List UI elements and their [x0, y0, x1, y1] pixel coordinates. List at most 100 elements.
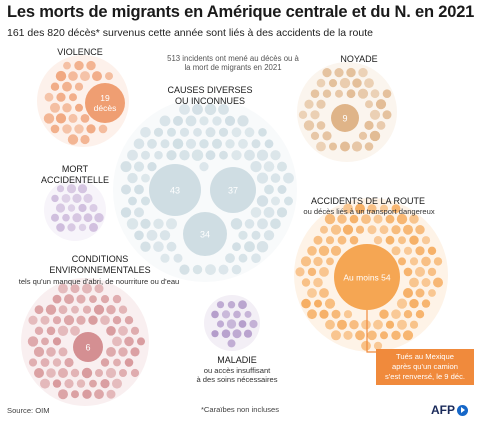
bubble-causes [250, 161, 262, 173]
bubble-noyade [329, 142, 337, 151]
bubble-causes [270, 150, 281, 161]
bubble-causes [166, 241, 177, 252]
bubble-noyade [346, 89, 356, 99]
bubble-mort-accidentelle [56, 185, 65, 193]
bubble-accidents-route [402, 330, 414, 341]
bubble-causes [263, 161, 275, 172]
bubble-accidents-route [396, 298, 408, 309]
bubble-causes [199, 162, 209, 172]
bubble-maladie [211, 310, 219, 319]
bubble-causes-highlight [149, 164, 201, 216]
bubble-causes [133, 138, 145, 150]
bubble-accidents-route [415, 246, 425, 256]
bubble-causes [134, 230, 144, 241]
bubble-causes [212, 116, 222, 126]
bubble-conditions [52, 337, 62, 346]
bubble-violence [98, 124, 108, 134]
bubble-causes [199, 116, 209, 126]
bubble-causes [218, 127, 229, 137]
bubble-mort-accidentelle [89, 222, 98, 232]
bubble-accidents-route [349, 214, 359, 224]
bubble-mort-accidentelle [72, 213, 82, 223]
bubble-accidents-route [361, 319, 371, 330]
incidents-note: 513 incidents ont mené au décès ou à la … [167, 54, 299, 72]
bubble-conditions [119, 369, 127, 377]
bubble-violence [55, 113, 67, 124]
bubble-causes [263, 207, 275, 218]
bubble-accidents-route [373, 341, 383, 350]
bubble-causes [232, 242, 241, 252]
bubble-conditions [82, 305, 92, 314]
bubble-noyade [351, 141, 363, 152]
bubble-maladie [227, 301, 236, 309]
bubble-causes-highlight [210, 167, 256, 213]
bubble-accidents-route [326, 257, 334, 266]
bubble-causes [199, 139, 209, 149]
bubble-conditions [40, 378, 50, 389]
bubble-conditions-highlight [73, 332, 103, 362]
bubble-accidents-route [313, 235, 323, 245]
bubble-accidents-route [428, 289, 436, 297]
bubble-causes [141, 196, 150, 206]
bubble-accidents-route [324, 213, 336, 225]
bubble-accidents-route [318, 245, 330, 256]
bubble-conditions [52, 379, 62, 388]
bubble-violence [92, 71, 102, 82]
value-label-causes: 34 [200, 230, 210, 240]
bubble-accidents-route [343, 310, 353, 319]
bubble-causes [231, 150, 242, 161]
callout-line3: s'est renversé, le 9 déc. [385, 372, 465, 381]
bubble-conditions [88, 315, 98, 325]
bubble-conditions [52, 294, 62, 304]
bubble-conditions [112, 294, 122, 304]
bubble-causes [237, 115, 249, 127]
bubble-conditions [34, 326, 44, 335]
bubble-conditions [137, 337, 145, 346]
bubble-noyade [339, 77, 351, 89]
bubble-violence [43, 113, 55, 124]
bubble-noyade [369, 130, 381, 142]
bubble-accidents-route [319, 309, 329, 319]
bubble-conditions [118, 347, 128, 357]
bubble-causes [154, 150, 163, 160]
value-label-causes: 43 [170, 186, 180, 196]
bubble-accidents-route [409, 320, 419, 329]
bubble-causes [225, 139, 235, 149]
bubble-conditions [52, 358, 62, 367]
bubble-conditions [100, 315, 110, 326]
cluster-causes [113, 98, 297, 282]
bubble-conditions [130, 326, 140, 335]
bubble-accidents-route [403, 288, 413, 298]
bubble-conditions [63, 315, 75, 326]
bubble-conditions [130, 347, 140, 357]
bubble-accidents-route [421, 299, 431, 308]
bubble-accidents-route [398, 257, 406, 266]
chart-subtitle: 161 des 820 décès* survenus cette année … [7, 27, 373, 39]
bubble-mort-accidentelle [77, 184, 88, 194]
bubble-causes [205, 127, 216, 138]
bubble-causes [230, 218, 243, 230]
bubble-causes [160, 139, 170, 149]
bubble-conditions [46, 347, 56, 357]
bubble-accidents-route [409, 257, 419, 266]
bubble-causes [140, 127, 151, 138]
bubble-accidents-route [361, 340, 371, 351]
callout-connector [366, 310, 376, 353]
bubble-conditions [95, 369, 103, 377]
bubble-conditions [28, 358, 38, 367]
bubble-causes [140, 218, 151, 229]
footnote-text: *Caraïbes non incluses [200, 405, 280, 414]
bubble-causes [244, 241, 255, 253]
bubble-causes [173, 115, 183, 126]
bubble-conditions [27, 336, 39, 347]
bubble-maladie [221, 329, 231, 339]
bubble-conditions [58, 389, 68, 400]
bubble-noyade [328, 79, 338, 88]
label-noyade: NOYADE [340, 54, 378, 64]
label-cond-line2: ENVIRONNEMENTALES [49, 265, 151, 275]
bubble-causes [231, 264, 242, 275]
bubble-accidents-route [403, 246, 413, 255]
bubble-violence [86, 60, 96, 71]
bubble-accidents-route [427, 246, 437, 255]
bubble-causes [264, 139, 274, 149]
